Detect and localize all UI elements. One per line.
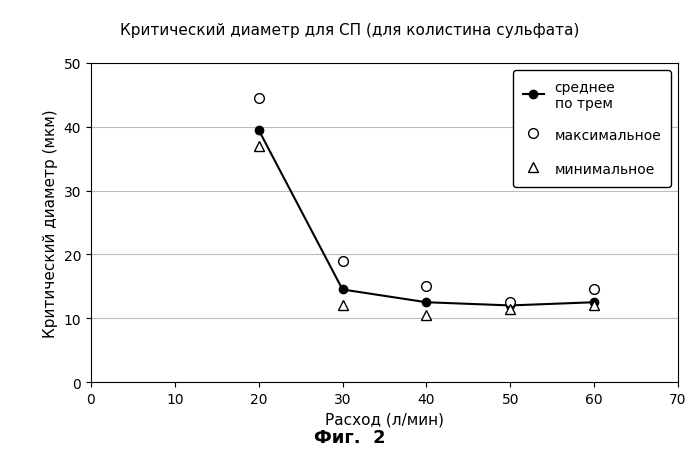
Text: Фиг.  2: Фиг. 2: [314, 428, 385, 446]
X-axis label: Расход (л/мин): Расход (л/мин): [325, 411, 444, 426]
Legend: среднее
по трем, максимальное, минимальное: среднее по трем, максимальное, минимальн…: [513, 71, 671, 187]
Text: Критический диаметр для СП (для колистина сульфата): Критический диаметр для СП (для колистин…: [120, 23, 579, 38]
Y-axis label: Критический диаметр (мкм): Критический диаметр (мкм): [43, 109, 58, 337]
